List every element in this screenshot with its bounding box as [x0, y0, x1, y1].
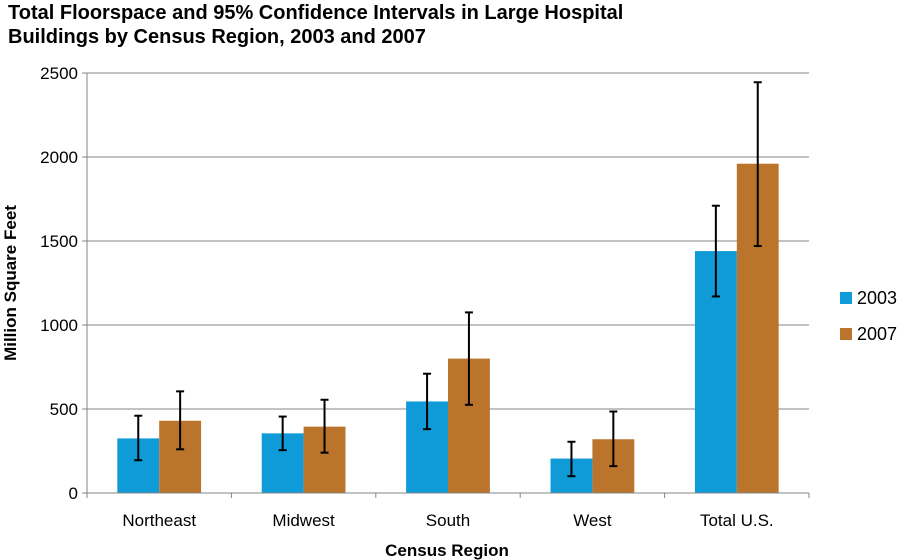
legend-swatch-2007 — [840, 328, 852, 340]
axes — [82, 72, 810, 498]
legend: 2003 2007 — [840, 288, 897, 344]
y-tick-label: 2000 — [40, 148, 78, 167]
y-tick-label: 2500 — [40, 64, 78, 83]
error-bars — [134, 81, 762, 478]
y-tick-label: 1000 — [40, 316, 78, 335]
tick-labels: 0 500 1000 1500 2000 2500 Northeast Midwest Sout… — [40, 64, 773, 530]
x-tick-label: West — [573, 511, 612, 530]
legend-swatch-2003 — [840, 292, 852, 304]
chart-title-line-2: Buildings by Census Region, 2003 and 200… — [8, 26, 426, 48]
chart-title-line-1: Total Floorspace and 95% Confidence Inte… — [8, 2, 624, 24]
x-tick-label: Midwest — [272, 511, 335, 530]
chart-title: Total Floorspace and 95% Confidence Inte… — [8, 1, 623, 49]
y-tick-label: 0 — [69, 484, 78, 503]
y-tick-label: 500 — [50, 400, 78, 419]
x-tick-label: Northeast — [122, 511, 196, 530]
bars — [117, 163, 779, 493]
legend-label-2007: 2007 — [857, 324, 897, 344]
y-axis-title: Million Square Feet — [1, 205, 20, 361]
x-tick-label: Total U.S. — [700, 511, 774, 530]
legend-label-2003: 2003 — [857, 288, 897, 308]
y-tick-label: 1500 — [40, 232, 78, 251]
x-axis-title: Census Region — [385, 541, 509, 560]
x-tick-label: South — [426, 511, 470, 530]
